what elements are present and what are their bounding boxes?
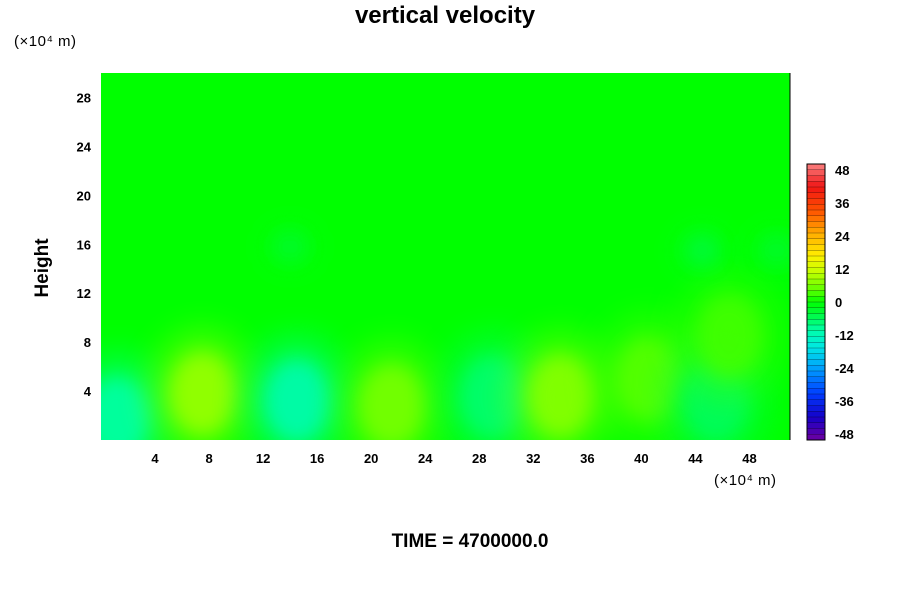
x-tick-label: 4 [151, 451, 159, 466]
colorbar-tick-label: -12 [835, 328, 854, 343]
colorbar-band [807, 279, 825, 286]
colorbar-band [807, 428, 825, 435]
colorbar-band [807, 250, 825, 257]
colorbar-band [807, 417, 825, 424]
colorbar-band [807, 336, 825, 343]
field-feature-core [686, 236, 718, 265]
field-feature-core [697, 295, 762, 377]
colorbar-band [807, 215, 825, 222]
colorbar-band [807, 169, 825, 176]
y-tick-label: 16 [77, 237, 91, 252]
chart-title: vertical velocity [354, 2, 536, 29]
y-tick-label: 12 [77, 286, 91, 301]
x-axis-ticks: 4 8 12 16 20 24 28 32 36 40 44 48 [151, 451, 756, 466]
x-tick-label: 12 [256, 451, 270, 466]
field-feature-core [359, 365, 424, 440]
colorbar-band [807, 233, 825, 240]
field-feature-core [170, 352, 235, 435]
colorbar-band [807, 164, 825, 171]
colorbar-tick-label: 0 [835, 295, 842, 310]
colorbar-band [807, 227, 825, 234]
colorbar-band [807, 181, 825, 188]
colorbar-band [807, 319, 825, 326]
colorbar: 48 36 24 12 0 -12 -24 -36 -48 [806, 163, 855, 442]
x-tick-label: 40 [634, 451, 648, 466]
colorbar-band [807, 307, 825, 314]
x-tick-label: 32 [526, 451, 540, 466]
y-tick-label: 28 [77, 90, 91, 105]
colorbar-band [807, 330, 825, 337]
colorbar-band [807, 313, 825, 320]
colorbar-band [807, 434, 825, 441]
field-feature-core [528, 355, 593, 437]
x-tick-label: 36 [580, 451, 594, 466]
y-tick-label: 24 [77, 139, 92, 154]
colorbar-band [807, 394, 825, 401]
colorbar-tick-label: 48 [835, 163, 849, 178]
colorbar-band [807, 296, 825, 303]
colorbar-band [807, 192, 825, 199]
colorbar-band [807, 204, 825, 211]
colorbar-band [807, 210, 825, 217]
colorbar-band [807, 267, 825, 274]
colorbar-band [807, 302, 825, 309]
x-tick-label: 8 [205, 451, 212, 466]
field-feature-core [101, 377, 150, 440]
x-tick-label: 48 [742, 451, 756, 466]
colorbar-band [807, 325, 825, 332]
colorbar-tick-label: 36 [835, 196, 849, 211]
colorbar-band [807, 290, 825, 297]
colorbar-band [807, 342, 825, 349]
colorbar-band [807, 221, 825, 228]
colorbar-band [807, 371, 825, 378]
field-feature-core [274, 232, 306, 261]
colorbar-band [807, 405, 825, 412]
velocity-field [101, 73, 790, 440]
colorbar-tick-label: 24 [835, 229, 850, 244]
colorbar-tick-label: -24 [835, 361, 855, 376]
colorbar-band [807, 238, 825, 245]
x-tick-label: 16 [310, 451, 324, 466]
colorbar-band [807, 388, 825, 395]
colorbar-band [807, 261, 825, 268]
colorbar-band [807, 365, 825, 372]
colorbar-band [807, 382, 825, 389]
x-tick-label: 44 [688, 451, 703, 466]
colorbar-band [807, 256, 825, 263]
y-axis-unit-label: (×10⁴ m) [14, 33, 77, 50]
colorbar-band [807, 359, 825, 366]
colorbar-band [807, 376, 825, 383]
x-tick-label: 28 [472, 451, 486, 466]
field-feature-core [761, 236, 790, 265]
x-tick-label: 20 [364, 451, 378, 466]
colorbar-band [807, 353, 825, 360]
colorbar-band [807, 348, 825, 355]
colorbar-tick-label: -36 [835, 394, 854, 409]
y-tick-label: 8 [84, 335, 91, 350]
field-feature-core [460, 356, 525, 438]
y-axis-ticks: 4 8 12 16 20 24 28 [77, 90, 92, 399]
colorbar-band [807, 422, 825, 429]
colorbar-tick-label: 12 [835, 262, 849, 277]
colorbar-frame [806, 163, 826, 441]
colorbar-tick-label: -48 [835, 427, 854, 442]
colorbar-band [807, 187, 825, 194]
colorbar-band [807, 411, 825, 418]
x-tick-label: 24 [418, 451, 433, 466]
colorbar-band [807, 273, 825, 280]
colorbar-band [807, 399, 825, 406]
colorbar-band [807, 198, 825, 205]
y-tick-label: 20 [77, 188, 91, 203]
colorbar-band [807, 244, 825, 251]
colorbar-band [807, 175, 825, 182]
time-caption: TIME = 4700000.0 [391, 531, 549, 552]
x-axis-unit-label: (×10⁴ m) [714, 472, 777, 489]
colorbar-band [807, 284, 825, 291]
y-tick-label: 4 [84, 384, 92, 399]
field-feature-core [264, 360, 330, 440]
